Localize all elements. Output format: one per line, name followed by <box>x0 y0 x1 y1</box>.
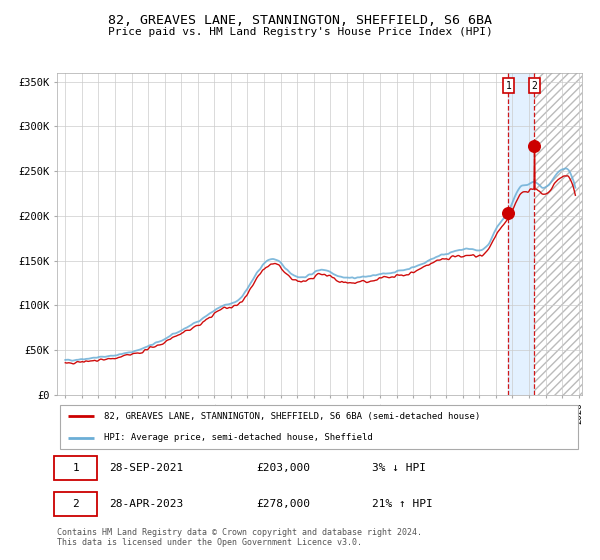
Text: 2: 2 <box>73 499 79 509</box>
Text: £203,000: £203,000 <box>257 463 311 473</box>
FancyBboxPatch shape <box>55 492 97 516</box>
Text: 28-SEP-2021: 28-SEP-2021 <box>110 463 184 473</box>
Text: 28-APR-2023: 28-APR-2023 <box>110 499 184 509</box>
Text: 1: 1 <box>505 81 511 91</box>
Text: 82, GREAVES LANE, STANNINGTON, SHEFFIELD, S6 6BA: 82, GREAVES LANE, STANNINGTON, SHEFFIELD… <box>108 14 492 27</box>
Text: £278,000: £278,000 <box>257 499 311 509</box>
Text: Contains HM Land Registry data © Crown copyright and database right 2024.
This d: Contains HM Land Registry data © Crown c… <box>57 528 422 547</box>
Text: 82, GREAVES LANE, STANNINGTON, SHEFFIELD, S6 6BA (semi-detached house): 82, GREAVES LANE, STANNINGTON, SHEFFIELD… <box>104 412 481 421</box>
FancyBboxPatch shape <box>55 456 97 479</box>
Bar <box>535 73 590 395</box>
Text: 3% ↓ HPI: 3% ↓ HPI <box>372 463 426 473</box>
Bar <box>508 73 535 395</box>
FancyBboxPatch shape <box>59 405 578 449</box>
Text: 2: 2 <box>532 81 538 91</box>
Text: HPI: Average price, semi-detached house, Sheffield: HPI: Average price, semi-detached house,… <box>104 433 373 442</box>
Point <box>530 142 539 151</box>
Point <box>503 209 513 218</box>
Text: 21% ↑ HPI: 21% ↑ HPI <box>372 499 433 509</box>
Text: 1: 1 <box>73 463 79 473</box>
Text: Price paid vs. HM Land Registry's House Price Index (HPI): Price paid vs. HM Land Registry's House … <box>107 27 493 37</box>
